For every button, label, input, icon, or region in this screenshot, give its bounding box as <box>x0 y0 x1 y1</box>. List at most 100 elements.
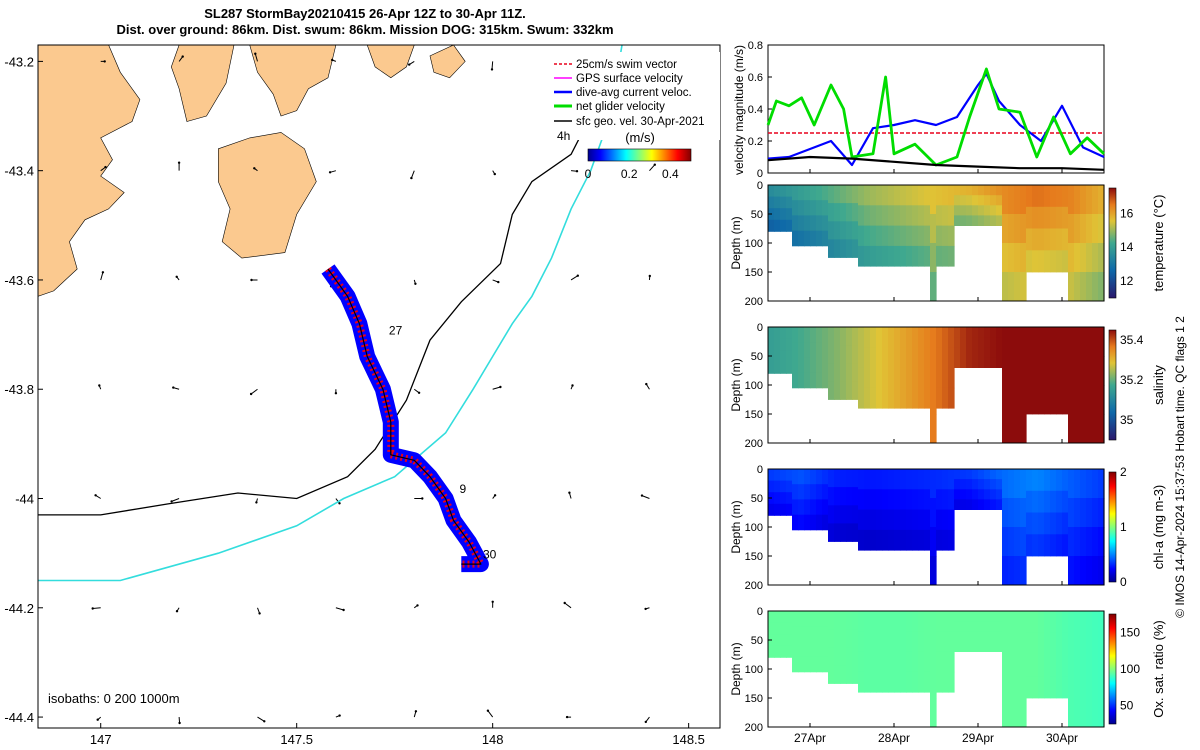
oxygen-cell <box>828 611 835 630</box>
temperature-cell <box>1008 185 1015 215</box>
temperature-cell <box>1062 206 1069 229</box>
temperature-cell <box>900 185 907 206</box>
temperature-cell <box>780 185 787 197</box>
temperature-cell <box>906 225 913 247</box>
oxygen-cell <box>900 631 907 652</box>
temperature-cell <box>1044 206 1051 229</box>
salinity-cell <box>834 345 841 364</box>
map-axis-ticks: 147 147.5 148 148.5 -43.2 -43.4 -43.6 -43.8 -44 -… <box>4 54 705 747</box>
chla-cell <box>984 499 991 510</box>
oxygen-cell <box>804 626 811 642</box>
day-label: 30 <box>483 548 497 562</box>
temperature-cell <box>972 185 979 196</box>
temperature-cell <box>936 225 943 247</box>
oxygen-cell <box>1098 669 1105 699</box>
salinity-cell <box>1068 414 1075 444</box>
oxygen-cell <box>1092 669 1099 699</box>
temperature-cell <box>846 239 853 258</box>
salinity-cell <box>810 342 817 358</box>
chla-cell <box>1056 512 1063 535</box>
temperature-cell <box>960 205 967 216</box>
chla-cell <box>996 479 1003 490</box>
salinity-cell <box>840 363 847 382</box>
oxygen-cell <box>948 651 955 673</box>
chla-cell <box>1002 527 1009 557</box>
oxygen-cell <box>780 622 787 635</box>
temperature-cell <box>840 239 847 258</box>
chla-cell <box>900 469 907 490</box>
chla-cell <box>1008 498 1015 528</box>
current-arrow-head <box>334 392 338 395</box>
oxygen-cell <box>828 647 835 666</box>
oxygen-cell <box>1038 676 1045 699</box>
map-legend: 25cm/s swim vector GPS surface velocity … <box>548 52 720 143</box>
temperature-cell <box>876 225 883 247</box>
chla-cell <box>1044 534 1051 557</box>
oxygen-cell <box>1044 611 1051 634</box>
temperature-cell <box>1062 228 1069 251</box>
salinity-cell <box>780 350 787 363</box>
temperature-cell <box>870 185 877 206</box>
chla-cell <box>858 509 865 531</box>
current-arrow-head <box>96 718 99 721</box>
temperature-cell <box>840 221 847 240</box>
salinity-cell <box>1050 392 1057 415</box>
map-ytick-label: -43.8 <box>4 382 34 397</box>
salinity-cell <box>966 357 973 368</box>
oxygen-cell <box>930 640 937 670</box>
salinity-cell <box>822 372 829 389</box>
oxygen-cell <box>804 611 811 627</box>
oxygen-cell <box>972 631 979 642</box>
temperature-cell <box>846 185 853 204</box>
chla-cell <box>1020 527 1027 557</box>
salinity-cell <box>942 327 949 348</box>
chla-cell <box>900 529 907 551</box>
temperature-cell <box>828 185 835 204</box>
oxygen-cell <box>894 631 901 652</box>
oxygen-cell <box>906 611 913 632</box>
salinity-cell <box>1026 370 1033 393</box>
chla-cell <box>966 499 973 510</box>
temperature-cell <box>852 185 859 204</box>
oxygen-cell <box>1008 611 1015 641</box>
legend-label: GPS surface velocity <box>576 73 683 85</box>
oxygen-cell <box>768 645 775 658</box>
salinity-colorbar-label: salinity <box>1151 365 1166 405</box>
oxygen-cell <box>918 611 925 632</box>
oxygen-cell <box>1092 640 1099 670</box>
salinity-cell <box>852 381 859 400</box>
oxygen-cell <box>816 626 823 642</box>
temperature-cell <box>840 203 847 222</box>
oxygen-colorbar-tick: 50 <box>1120 699 1134 713</box>
temperature-cell <box>1056 206 1063 229</box>
chla-cell <box>834 505 841 524</box>
chla-colorbar-label: chl-a (mg m-3) <box>1151 485 1166 570</box>
oxygen-colorbar-tick: 100 <box>1120 662 1140 676</box>
salinity-cell <box>816 372 823 389</box>
oxygen-cell <box>816 611 823 627</box>
salinity-cell <box>1008 327 1015 357</box>
chla-cell <box>1008 556 1015 586</box>
oxygen-cell <box>852 665 859 684</box>
chla-cell <box>978 499 985 510</box>
chla-cell <box>870 469 877 490</box>
oxygen-cell <box>870 651 877 673</box>
velocity-frame <box>767 44 1105 174</box>
title-line-2: Dist. over ground: 86km. Dist. swum: 86k… <box>116 22 614 37</box>
temperature-cell <box>918 205 925 226</box>
oxygen-cell <box>996 621 1003 632</box>
oxygen-cell <box>912 651 919 673</box>
chla-cell <box>852 469 859 488</box>
salinity-cell <box>780 338 787 351</box>
oxygen-cell <box>918 631 925 652</box>
temperature-cell <box>822 200 829 216</box>
temperature-cell <box>936 245 943 267</box>
chla-cell <box>888 489 895 510</box>
oxygen-cell <box>1092 611 1099 641</box>
current-arrow-head <box>653 163 656 166</box>
salinity-cell <box>1026 392 1033 415</box>
current-arrow-head <box>644 607 647 611</box>
salinity-cell <box>1062 370 1069 393</box>
temperature-cell <box>900 245 907 267</box>
oxygen-cell <box>1062 632 1069 655</box>
